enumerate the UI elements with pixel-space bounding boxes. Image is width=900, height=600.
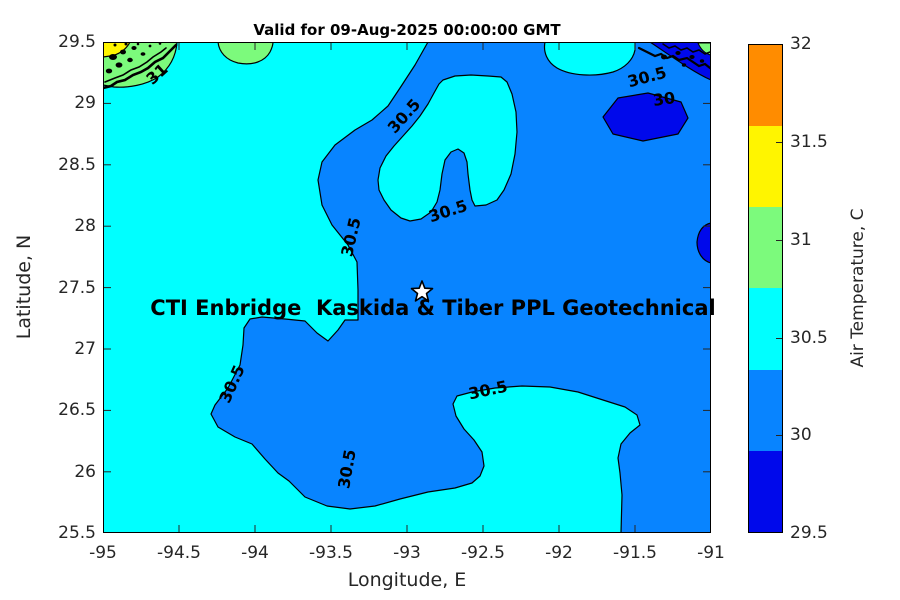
plot-title: Valid for 09-Aug-2025 00:00:00 GMT <box>253 21 561 39</box>
y-tick-label: 25.5 <box>58 523 96 543</box>
y-tick-label: 26 <box>74 462 96 482</box>
colorbar <box>748 44 783 533</box>
colorbar-tick-label: 31.5 <box>790 132 828 152</box>
y-tick-label: 29 <box>74 93 96 113</box>
y-tick-label: 26.5 <box>58 400 96 420</box>
colorbar-tick-label: 30 <box>790 425 812 445</box>
region-green-top-blob <box>217 42 274 65</box>
y-tick-label: 27 <box>74 339 96 359</box>
colorbar-tick-label: 29.5 <box>790 523 828 543</box>
coastline-northwest <box>103 43 178 90</box>
colorbar-tick <box>776 338 782 339</box>
site-star-marker-icon <box>410 280 434 302</box>
colorbar-tick-label: 31 <box>790 230 812 250</box>
coastline-northeast-islets <box>661 51 705 67</box>
x-tick-label: -94.5 <box>157 543 201 563</box>
region-darkblue-blob <box>602 92 689 142</box>
colorbar-tick <box>776 435 782 436</box>
region-green-ne-sliver <box>697 42 711 56</box>
colorbar-tick-label: 32 <box>790 34 812 54</box>
site-annotation: CTI Enbridge Kaskida & Tiber PPL Geotech… <box>150 296 716 320</box>
y-tick-label: 29.5 <box>58 32 96 52</box>
y-tick-label: 28.5 <box>58 155 96 175</box>
y-tick-label: 27.5 <box>58 278 96 298</box>
colorbar-segment-orange <box>749 45 782 127</box>
x-tick-label: -91.5 <box>613 543 657 563</box>
colorbar-segment-cyan <box>749 288 782 370</box>
x-tick-label: -93.5 <box>309 543 353 563</box>
x-axis-label: Longitude, E <box>347 569 467 591</box>
colorbar-tick <box>776 240 782 241</box>
x-tick-label: -93 <box>393 543 421 563</box>
plot-area <box>103 42 711 533</box>
x-tick-label: -92.5 <box>461 543 505 563</box>
region-cyan-top-patch <box>543 42 636 76</box>
colorbar-segment-darkblue <box>749 450 782 532</box>
colorbar-segment-blue <box>749 369 782 451</box>
region-blue-central <box>210 42 711 533</box>
x-tick-label: -92 <box>545 543 573 563</box>
colorbar-tick-label: 30.5 <box>790 328 828 348</box>
contour-label: 30 <box>651 88 677 110</box>
x-tick-label: -95 <box>89 543 117 563</box>
contour-map <box>103 42 711 533</box>
colorbar-segment-green <box>749 207 782 289</box>
colorbar-axis-label: Air Temperature, C <box>848 208 868 368</box>
x-tick-label: -94 <box>241 543 269 563</box>
coastline-northeast <box>637 43 711 70</box>
plot-border <box>103 42 711 533</box>
x-tick-label: -91 <box>697 543 725 563</box>
y-tick-label: 28 <box>74 216 96 236</box>
region-cyan-hook <box>377 74 518 222</box>
coastline-northwest-islets <box>105 42 162 74</box>
colorbar-segment-yellow <box>749 126 782 208</box>
axis-tick-marks <box>103 42 711 533</box>
colorbar-tick <box>776 142 782 143</box>
y-axis-label: Latitude, N <box>13 234 35 340</box>
